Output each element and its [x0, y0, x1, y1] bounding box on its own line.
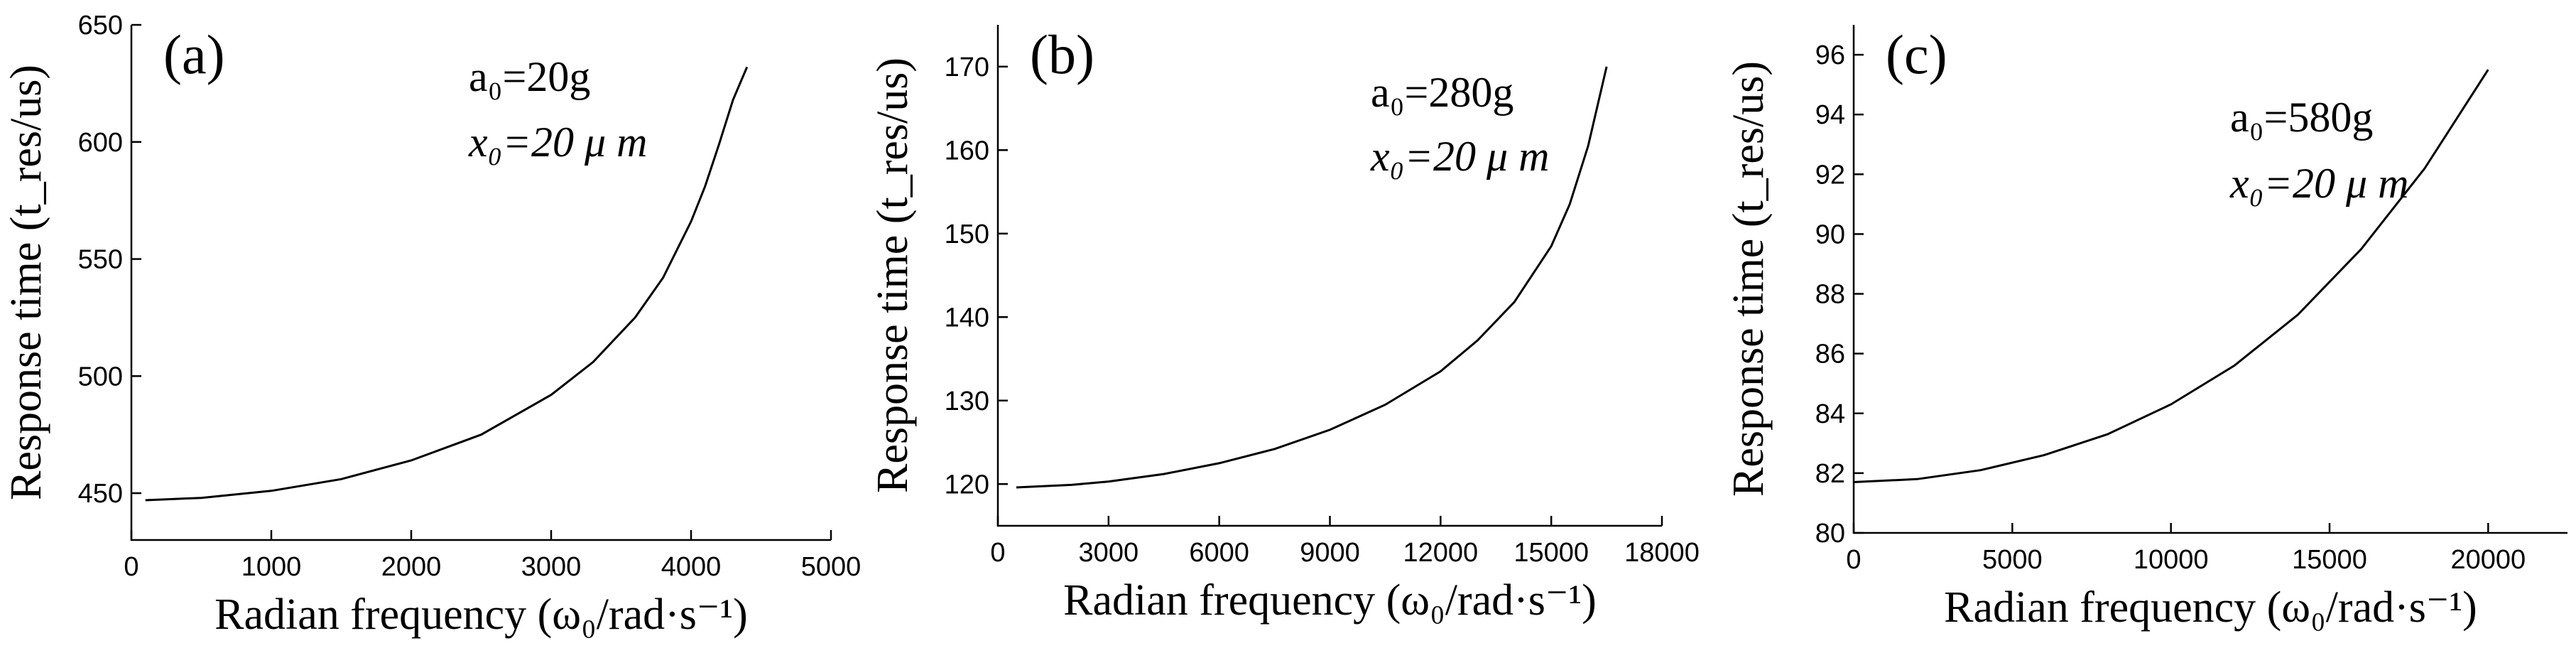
- y-tick-label: 160: [945, 136, 989, 166]
- y-axis-title: Response time (t_res/us): [869, 58, 917, 493]
- panel-label: (a): [163, 23, 225, 85]
- x-tick-label: 6000: [1189, 538, 1249, 568]
- y-tick-label: 450: [78, 479, 123, 509]
- x-tick-label: 12000: [1403, 538, 1478, 568]
- series-line: [145, 66, 749, 502]
- annotation-acceleration: a₀=280g: [1371, 69, 1513, 116]
- x-tick-label: 1000: [241, 552, 302, 582]
- x-tick-label: 18000: [1624, 538, 1700, 568]
- y-tick-label: 84: [1815, 399, 1845, 429]
- x-axis-title: Radian frequency (ω₀/rad·s⁻¹): [214, 590, 748, 639]
- x-tick-label: 10000: [2134, 545, 2209, 575]
- x-tick-label: 5000: [1982, 545, 2043, 575]
- panel-label: (b): [1030, 23, 1094, 85]
- annotation-displacement: x₀=20 μ m: [2229, 160, 2408, 207]
- x-tick-label: 15000: [1513, 538, 1589, 568]
- panel-label: (c): [1886, 23, 1947, 85]
- y-tick-label: 94: [1815, 100, 1845, 130]
- panel-b: 0 3000 6000 9000 12000 15000 18000 120 130 140 150…: [869, 23, 1700, 625]
- series-line: [1853, 69, 2489, 483]
- y-tick-label: 140: [945, 303, 989, 333]
- y-tick-label: 170: [945, 53, 989, 82]
- x-tick-label: 0: [990, 538, 1005, 568]
- y-tick-label: 86: [1815, 340, 1845, 369]
- y-axis-title: Response time (t_res/us): [1724, 61, 1773, 497]
- annotation-acceleration: a₀=580g: [2230, 94, 2373, 141]
- x-tick-label: 3000: [1079, 538, 1139, 568]
- y-tick-label: 600: [78, 128, 123, 158]
- y-tick-label: 120: [945, 470, 989, 500]
- axes: [996, 25, 1662, 527]
- x-tick-label: 0: [1846, 545, 1861, 575]
- y-tick-label: 130: [945, 387, 989, 416]
- axes: [130, 25, 831, 541]
- x-tick-label: 2000: [381, 552, 442, 582]
- x-tick-label: 5000: [801, 552, 862, 582]
- y-tick-label: 82: [1815, 459, 1845, 489]
- x-axis-title: Radian frequency (ω₀/rad·s⁻¹): [1063, 576, 1597, 625]
- x-tick-label: 20000: [2450, 545, 2526, 575]
- x-tick-label: 9000: [1300, 538, 1360, 568]
- x-tick-label: 15000: [2292, 545, 2367, 575]
- y-tick-label: 150: [945, 220, 989, 249]
- y-tick-label: 90: [1815, 220, 1845, 249]
- y-tick-label: 550: [78, 245, 123, 275]
- axes: [1852, 25, 2567, 534]
- y-tick-label: 500: [78, 362, 123, 392]
- y-tick-label: 96: [1815, 40, 1845, 70]
- panel-a: 0 1000 2000 3000 4000 5000 450 500 550 600 650 (a) a…: [2, 11, 861, 639]
- x-tick-label: 0: [124, 552, 138, 582]
- y-tick-label: 650: [78, 11, 123, 40]
- y-tick-label: 88: [1815, 280, 1845, 310]
- panel-c: 0 5000 10000 15000 20000 80 82 84 86 88 90 92 94 96 (c…: [1724, 23, 2567, 632]
- x-axis-title: Radian frequency (ω₀/rad·s⁻¹): [1944, 583, 2477, 632]
- annotation-acceleration: a₀=20g: [469, 53, 590, 100]
- x-tick-label: 3000: [521, 552, 582, 582]
- x-tick-label: 4000: [661, 552, 722, 582]
- y-tick-label: 92: [1815, 160, 1845, 190]
- y-axis-title: Response time (t_res/us): [2, 65, 50, 500]
- series-line: [1016, 66, 1608, 489]
- annotation-displacement: x₀=20 μ m: [1370, 133, 1549, 180]
- y-tick-label: 80: [1815, 519, 1845, 549]
- annotation-displacement: x₀=20 μ m: [468, 119, 647, 166]
